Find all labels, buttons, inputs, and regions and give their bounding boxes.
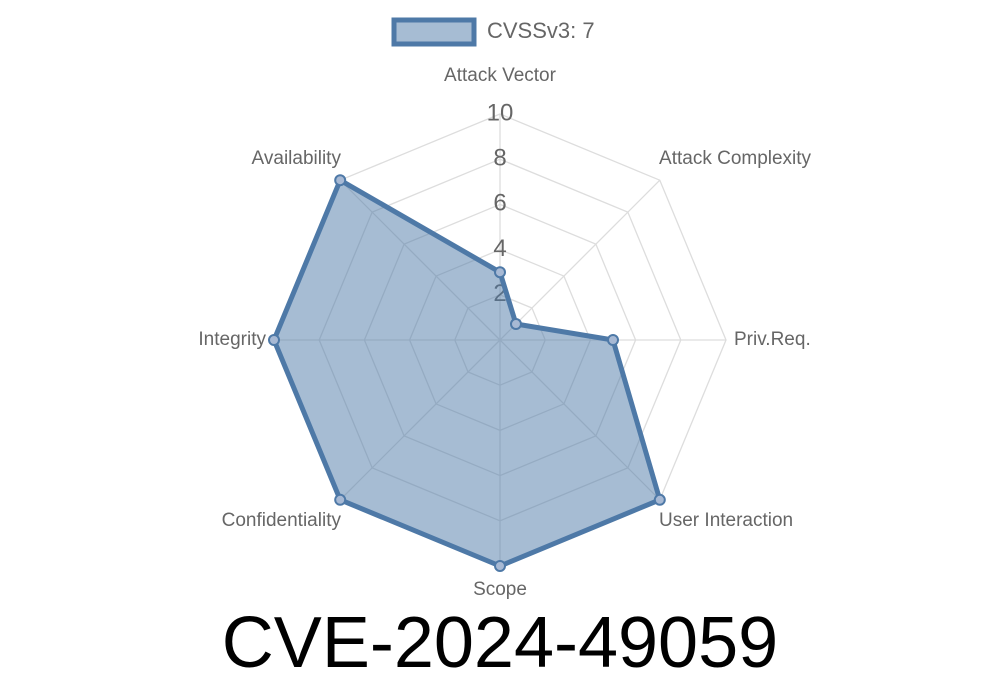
tick-label: 4 xyxy=(493,235,506,262)
plot-area xyxy=(268,174,666,572)
data-point xyxy=(653,493,666,506)
legend: CVSSv3: 7 xyxy=(391,17,595,47)
data-point xyxy=(334,174,347,187)
data-point xyxy=(509,318,522,331)
data-point xyxy=(268,334,280,346)
legend-label: CVSSv3: 7 xyxy=(487,18,595,43)
axis-label: Scope xyxy=(473,579,527,600)
axis-label: Attack Complexity xyxy=(659,148,812,169)
axis-label: Integrity xyxy=(198,329,266,350)
axis-label: Confidentiality xyxy=(222,510,342,531)
axis-label: Attack Vector xyxy=(444,65,557,86)
axis-label: User Interaction xyxy=(659,510,793,531)
spoke xyxy=(499,179,661,341)
legend-swatch xyxy=(391,17,477,47)
tick-label: 8 xyxy=(493,145,506,172)
axis-label: Availability xyxy=(252,148,342,169)
data-point xyxy=(494,266,506,279)
chart-title: CVE-2024-49059 xyxy=(222,603,778,683)
data-point xyxy=(607,334,619,346)
axis-label: Priv.Req. xyxy=(734,329,811,350)
tick-label: 6 xyxy=(493,190,506,217)
tick-label: 10 xyxy=(487,99,514,126)
data-point xyxy=(334,493,347,506)
data-point xyxy=(494,560,506,572)
